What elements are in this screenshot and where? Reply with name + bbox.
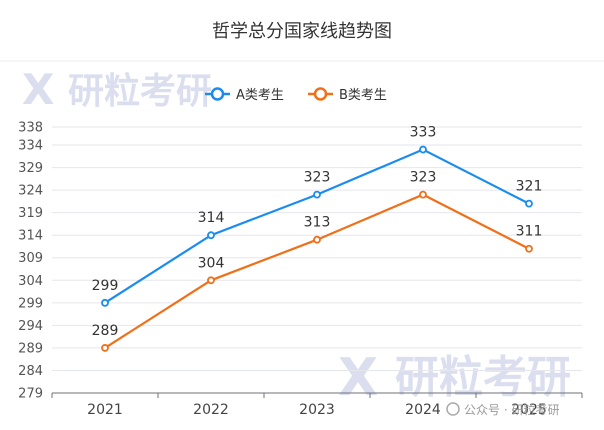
data-label: 321: [516, 179, 543, 195]
data-label: 333: [410, 125, 437, 141]
watermark-x-icon: X: [22, 65, 54, 114]
y-tick-label: 279: [18, 387, 43, 402]
y-tick-label: 334: [18, 139, 43, 154]
x-axis: 2021 2022 2023 2024 2025: [51, 392, 583, 418]
data-label: 311: [516, 224, 543, 240]
data-label: 313: [304, 215, 331, 231]
y-tick-label: 324: [18, 184, 43, 199]
watermark-x-icon-2: X: [338, 348, 378, 408]
data-point[interactable]: [313, 190, 321, 199]
data-label: 299: [92, 278, 119, 294]
series-0: 299 314 323 333 321: [92, 125, 543, 307]
legend-label[interactable]: A类考生: [236, 88, 284, 103]
y-axis-ticks: 279 284 289 294 299 304 309 314 319 324 329 334 338: [18, 121, 43, 402]
y-tick-label: 294: [18, 319, 43, 334]
x-tick-label: 2023: [299, 402, 335, 418]
footer-text: 公众号 · 研粒考研: [464, 402, 559, 417]
data-point[interactable]: [207, 276, 215, 285]
grid: [52, 126, 582, 371]
y-tick-label: 329: [18, 161, 43, 176]
wechat-icon: [446, 402, 460, 416]
y-tick-label: 304: [18, 274, 43, 289]
watermark-brand-top: 研粒考研: [68, 71, 212, 112]
data-point[interactable]: [525, 199, 533, 208]
data-label: 289: [92, 323, 119, 339]
watermark-brand-bottom: 研粒考研: [395, 352, 571, 403]
x-tick-label: 2024: [405, 402, 441, 418]
y-tick-label: 284: [18, 364, 43, 379]
legend-marker: [313, 87, 328, 101]
data-label: 323: [304, 170, 331, 186]
data-point[interactable]: [419, 190, 427, 199]
series-1: 289 304 313 323 311: [92, 170, 543, 352]
data-point[interactable]: [101, 298, 109, 307]
legend-label[interactable]: B类考生: [339, 88, 387, 103]
y-tick-label: 319: [18, 206, 43, 221]
data-point[interactable]: [207, 231, 215, 240]
legend-marker: [210, 87, 225, 101]
data-point[interactable]: [525, 244, 533, 253]
watermark-bottom: X 研粒考研: [338, 348, 571, 408]
x-tick-label: 2021: [87, 402, 123, 418]
chart-title: 哲学总分国家线趋势图: [212, 21, 392, 42]
data-label: 304: [198, 255, 225, 271]
y-tick-label: 338: [18, 121, 43, 136]
legend: A类考生 B类考生: [205, 87, 387, 103]
y-tick-label: 314: [18, 229, 43, 244]
y-tick-label: 289: [18, 341, 43, 356]
footer-watermark: 公众号 · 研粒考研: [446, 402, 559, 417]
data-point[interactable]: [313, 235, 321, 244]
y-tick-label: 299: [18, 296, 43, 311]
data-label: 323: [410, 170, 437, 186]
watermark-top: X 研粒考研: [22, 65, 212, 114]
x-tick-label: 2025: [511, 402, 547, 418]
y-tick-label: 309: [18, 251, 43, 266]
data-point[interactable]: [101, 344, 109, 352]
series-layer: 299 314 323 333 321 289 304 313 323 311: [92, 125, 543, 352]
x-tick-label: 2022: [193, 402, 229, 418]
data-point[interactable]: [419, 145, 427, 154]
data-label: 314: [198, 210, 225, 226]
